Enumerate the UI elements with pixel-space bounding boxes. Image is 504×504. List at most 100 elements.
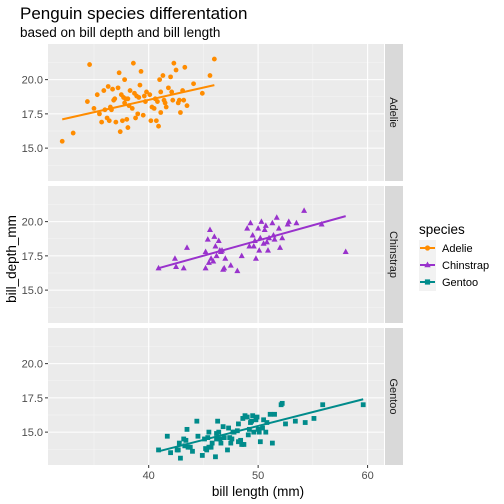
data-point: [113, 119, 119, 125]
data-point: [279, 234, 286, 241]
data-point: [264, 247, 271, 253]
data-point: [216, 429, 222, 435]
data-point: [205, 435, 211, 440]
data-point: [180, 264, 187, 271]
data-point: [222, 255, 229, 261]
data-point: [175, 447, 181, 453]
data-point: [213, 252, 220, 259]
data-point: [211, 233, 218, 239]
data-point: [256, 247, 263, 253]
panels: 15.017.520.0Adelie15.017.520.0Chinstrap1…: [22, 44, 403, 465]
data-point: [244, 414, 250, 420]
data-point: [360, 402, 366, 408]
data-point: [256, 429, 262, 435]
data-point: [204, 447, 210, 453]
data-point: [199, 90, 205, 96]
y-tick-label: 15.0: [22, 143, 43, 155]
data-point: [184, 426, 190, 432]
data-point: [249, 418, 254, 424]
data-point: [206, 429, 212, 435]
data-point: [253, 417, 259, 423]
chart-title: Penguin species differentation: [20, 4, 247, 23]
data-point: [245, 432, 251, 438]
data-point: [293, 219, 300, 226]
data-point: [204, 236, 211, 242]
data-point: [116, 70, 122, 76]
data-point: [195, 433, 201, 439]
data-point: [101, 88, 107, 93]
data-point: [136, 95, 142, 100]
data-point: [215, 237, 222, 243]
data-point: [158, 110, 164, 115]
legend-item-adelie: Adelie: [419, 240, 473, 257]
x-tick-label: 40: [143, 470, 155, 482]
data-point: [246, 426, 252, 432]
data-point: [156, 123, 161, 129]
data-point: [220, 424, 226, 430]
data-point: [285, 218, 292, 224]
data-point: [261, 417, 267, 423]
y-tick-label: 15.0: [22, 427, 43, 439]
y-tick-label: 17.5: [22, 251, 43, 263]
legend-item-chinstrap: Chinstrap: [419, 257, 489, 274]
data-point: [176, 440, 182, 446]
legend-item-gentoo: Gentoo: [419, 274, 478, 291]
data-point: [258, 218, 265, 224]
legend-items: Adelie Chinstrap Gentoo: [419, 240, 489, 291]
data-point: [236, 421, 241, 427]
data-point: [250, 242, 257, 249]
data-point: [229, 436, 235, 442]
data-point: [105, 84, 111, 89]
data-point: [227, 262, 234, 268]
data-point: [169, 89, 175, 95]
data-point: [302, 420, 308, 425]
data-point: [106, 118, 112, 124]
data-point: [255, 225, 262, 231]
data-point: [252, 255, 259, 261]
data-point: [269, 219, 276, 226]
data-point: [221, 264, 228, 271]
data-point: [171, 60, 177, 66]
data-point: [135, 111, 141, 117]
data-point: [155, 99, 160, 104]
data-point: [115, 85, 121, 91]
data-point: [112, 96, 118, 102]
data-point: [208, 444, 214, 450]
x-tick-label: 50: [252, 470, 264, 482]
data-point: [194, 418, 200, 424]
data-point: [138, 69, 144, 74]
data-point: [260, 425, 265, 431]
data-point: [183, 437, 189, 443]
trend-line: [158, 398, 364, 453]
facet-panel-chinstrap: 15.0 17.5 20.0 Chinstrap: [22, 186, 403, 323]
y-tick-label: 17.5: [22, 109, 43, 121]
data-point: [234, 267, 241, 274]
data-point: [202, 248, 209, 254]
data-point: [311, 416, 317, 421]
facet-panel-adelie: 15.0 17.5 20.0 Adelie: [22, 44, 403, 181]
data-point: [184, 103, 190, 109]
data-point: [182, 64, 188, 70]
facet-strip: [385, 186, 403, 323]
data-point: [182, 443, 188, 449]
data-point: [144, 89, 149, 95]
y-tick-label: 20.0: [22, 217, 43, 229]
data-point: [320, 402, 326, 408]
data-point: [133, 115, 138, 121]
data-point: [127, 88, 133, 93]
facet-panel-gentoo: 15.0 17.5 20.0 Gentoo: [22, 328, 403, 465]
data-point: [249, 232, 256, 238]
y-tick-label: 20.0: [22, 75, 43, 87]
data-point: [254, 414, 260, 420]
data-point: [140, 112, 146, 118]
y-axis-title: bill_depth_mm: [4, 215, 19, 303]
facet-strip-label: Adelie: [387, 97, 399, 128]
legend-marker: [424, 245, 431, 251]
data-point: [209, 440, 215, 446]
data-point: [244, 225, 251, 231]
data-point: [211, 56, 217, 62]
data-point: [99, 119, 105, 125]
data-point: [263, 429, 269, 435]
data-point: [124, 116, 130, 122]
data-point: [238, 437, 244, 443]
